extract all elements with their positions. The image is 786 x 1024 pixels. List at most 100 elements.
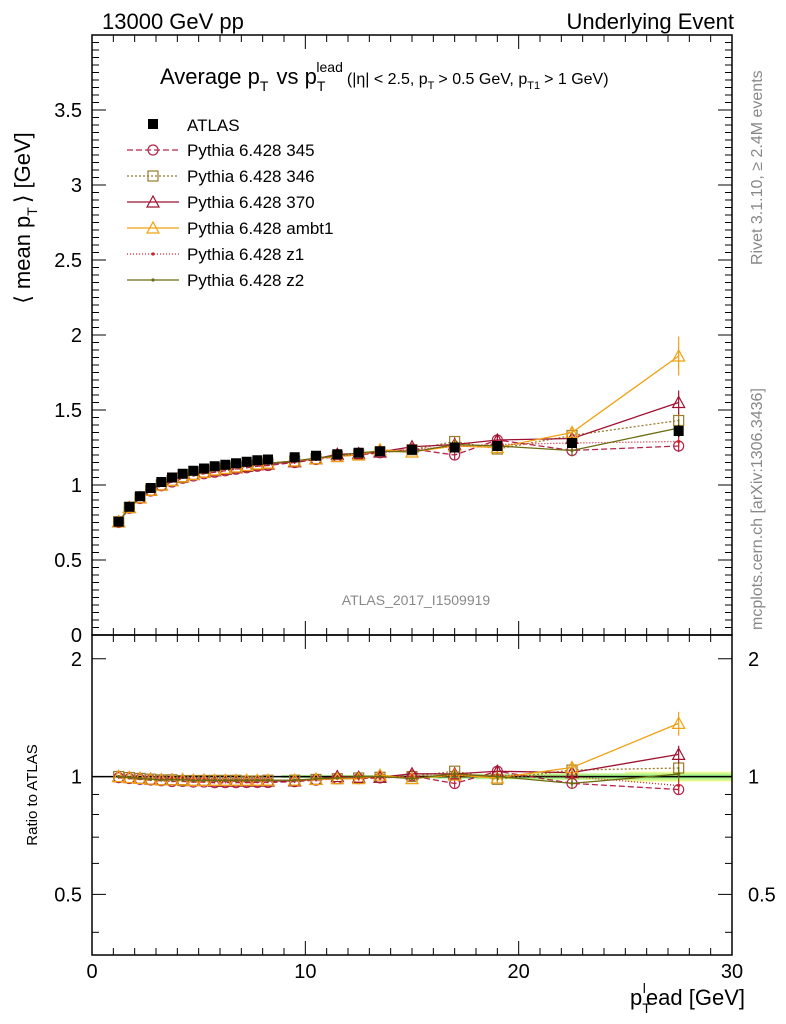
series-3-line bbox=[118, 401, 679, 523]
data-point bbox=[231, 458, 241, 469]
series-6-ratio-point bbox=[335, 776, 339, 780]
x-axis-label-sup: l bbox=[643, 980, 646, 996]
series-3-ratio-point bbox=[330, 769, 345, 783]
series-5-ratio-point bbox=[570, 774, 574, 779]
data-point bbox=[332, 449, 343, 460]
y-tick-label: 1.5 bbox=[54, 400, 82, 422]
data-point bbox=[145, 483, 156, 493]
series-5-line bbox=[118, 440, 679, 523]
series-6-ratio-point bbox=[202, 778, 206, 783]
legend-marker-data bbox=[148, 119, 158, 129]
data-point bbox=[449, 442, 460, 453]
x-axis-label-sub: T bbox=[642, 1000, 651, 1016]
ratio-tick-label-right: 2 bbox=[748, 649, 759, 671]
legend-item-5: Pythia 6.428 z1 bbox=[127, 245, 304, 264]
data-point bbox=[188, 465, 199, 476]
series-3-ratio-point bbox=[671, 747, 686, 760]
data-point bbox=[673, 426, 684, 436]
data-point bbox=[407, 444, 417, 455]
y-axis-label-sub: T bbox=[24, 207, 40, 216]
legend-item-6: Pythia 6.428 z2 bbox=[127, 271, 304, 290]
header-right: Underlying Event bbox=[566, 9, 734, 34]
ratio-tick-label: 0.5 bbox=[54, 884, 82, 906]
series-6-point bbox=[570, 448, 574, 453]
x-tick-label: 0 bbox=[86, 961, 97, 983]
series-4-ratio-point bbox=[372, 767, 388, 781]
series-4-ratio-point bbox=[671, 716, 686, 729]
x-tick-label: 30 bbox=[721, 961, 743, 983]
series-6-ratio-point bbox=[149, 777, 153, 781]
ratio-axis-label: Ratio to ATLAS bbox=[24, 744, 41, 845]
data-point bbox=[156, 477, 167, 487]
y-axis-label-pre: ⟨ mean p bbox=[10, 216, 35, 304]
series-6-ratio-point bbox=[117, 774, 121, 779]
legend-item-data: ATLAS bbox=[148, 116, 240, 135]
title-cuts-end: > 1 GeV) bbox=[544, 71, 608, 88]
ratio-tick-label: 2 bbox=[71, 649, 82, 671]
title-vs-sub: T bbox=[317, 78, 326, 94]
title-cuts: (|η| < 2.5, p bbox=[347, 71, 428, 88]
data-point bbox=[311, 450, 321, 461]
legend-item-2: Pythia 6.428 346 bbox=[127, 167, 315, 186]
series-6-line bbox=[118, 427, 679, 523]
data-point bbox=[124, 501, 135, 512]
legend-item-4: Pythia 6.428 ambt1 bbox=[127, 219, 333, 238]
legend-label-data: ATLAS bbox=[187, 116, 240, 135]
legend-label-6: Pythia 6.428 z2 bbox=[187, 271, 304, 290]
series-1-main bbox=[113, 434, 685, 529]
data-point bbox=[263, 454, 273, 465]
series-4-ratio-point bbox=[111, 769, 126, 783]
series-6-ratio-point bbox=[495, 774, 499, 779]
data-point bbox=[135, 491, 145, 502]
y-tick-label: 0.5 bbox=[54, 550, 82, 572]
series-6-ratio-point bbox=[159, 778, 163, 782]
y-tick-label: 2 bbox=[71, 325, 82, 347]
series-6-ratio-point bbox=[223, 778, 227, 782]
series-6-ratio-point bbox=[266, 778, 270, 782]
x-tick-label: 20 bbox=[508, 961, 530, 983]
series-6-ratio-point bbox=[138, 776, 142, 781]
title-cuts-sub2: T1 bbox=[527, 80, 540, 92]
series-6-ratio-point bbox=[314, 777, 318, 781]
series-6-ratio-point bbox=[293, 778, 297, 782]
x-axis-label: pTlead [GeV] bbox=[630, 980, 745, 1016]
legend-marker-6 bbox=[151, 278, 155, 282]
x-axis-label-pre: p bbox=[630, 985, 642, 1010]
y-axis-label: ⟨ mean pT ⟩ [GeV] bbox=[10, 132, 40, 304]
data-point bbox=[375, 446, 385, 457]
series-6-ratio-point bbox=[191, 778, 195, 783]
y-tick-label: 2.5 bbox=[54, 250, 82, 272]
legend-label-2: Pythia 6.428 346 bbox=[187, 167, 315, 186]
data-point bbox=[113, 516, 124, 527]
series-6-ratio-point bbox=[127, 775, 131, 780]
legend-marker-3 bbox=[145, 194, 161, 208]
series-6-ratio-point bbox=[234, 778, 238, 782]
series-6-ratio-point bbox=[181, 778, 185, 782]
chart-title: Average pT vs pTlead(|η| < 2.5, pT > 0.5 G… bbox=[160, 59, 609, 94]
ratio-tick-label: 1 bbox=[71, 767, 82, 789]
series-1-line bbox=[118, 439, 679, 523]
series-5-ratio-point bbox=[677, 783, 681, 788]
data-point bbox=[209, 461, 220, 472]
axis-ticks: 0 10 20 30 0 0.5 1 1.5 2 2.5 3 3.5 0.5 0.5 1 1 2 2 bbox=[54, 34, 776, 983]
legend-label-3: Pythia 6.428 370 bbox=[187, 193, 315, 212]
data-point bbox=[167, 472, 177, 483]
title-vs-sup: lead bbox=[316, 59, 342, 75]
mcplots-label: mcplots.cern.ch [arXiv:1306.3436] bbox=[749, 388, 766, 630]
data-point bbox=[252, 455, 263, 466]
series-6-ratio-point bbox=[213, 778, 217, 782]
legend-marker-2 bbox=[147, 170, 159, 182]
series-4-point bbox=[671, 348, 686, 362]
legend-label-5: Pythia 6.428 z1 bbox=[187, 245, 304, 264]
legend: ATLAS Pythia 6.428 345 Pythia 6.428 346 Pyt… bbox=[127, 116, 333, 290]
series-3-main bbox=[111, 390, 686, 528]
x-tick-label: 10 bbox=[294, 961, 316, 983]
ratio-tick-label-right: 0.5 bbox=[748, 884, 776, 906]
series-6-ratio-point bbox=[570, 781, 574, 785]
title-cuts-sub: T bbox=[428, 80, 435, 92]
data-point bbox=[492, 441, 503, 451]
data-point bbox=[289, 452, 300, 463]
y-tick-label: 0 bbox=[71, 625, 82, 647]
title-cuts-mid: > 0.5 GeV, p bbox=[438, 71, 527, 88]
